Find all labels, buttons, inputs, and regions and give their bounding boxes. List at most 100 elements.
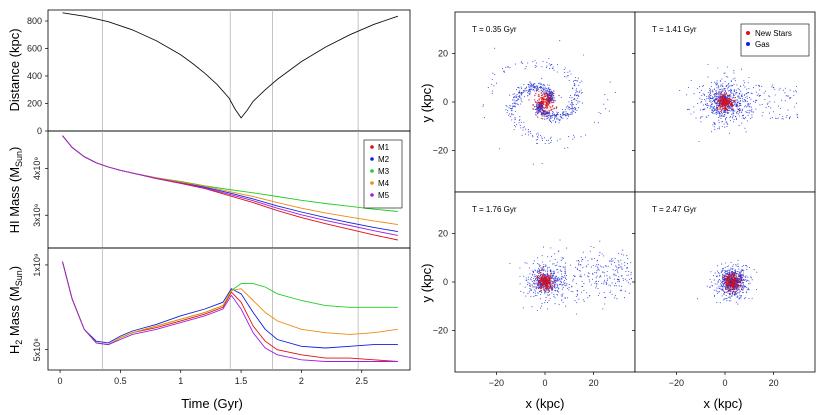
snapshot-x-label-right: x (kpc) bbox=[704, 396, 743, 411]
gas-particle bbox=[720, 112, 723, 114]
gas-particle bbox=[736, 84, 738, 86]
gas-particle bbox=[539, 111, 541, 113]
gas-particle bbox=[572, 278, 574, 280]
gas-particle bbox=[774, 88, 776, 91]
gas-particle bbox=[539, 265, 541, 267]
gas-particle bbox=[565, 285, 567, 287]
gas-particle bbox=[563, 76, 565, 78]
gas-particle bbox=[739, 111, 741, 113]
gas-particle bbox=[726, 269, 728, 271]
gas-particle bbox=[605, 265, 607, 267]
gas-particle bbox=[711, 285, 714, 287]
gas-particle bbox=[542, 84, 544, 86]
gas-particle bbox=[618, 281, 621, 283]
gas-particle bbox=[541, 269, 543, 272]
star-particle bbox=[549, 276, 551, 278]
gas-particle bbox=[553, 69, 555, 71]
gas-particle bbox=[603, 255, 605, 257]
gas-particle bbox=[616, 268, 618, 270]
gas-particle bbox=[515, 95, 517, 97]
gas-particle bbox=[769, 101, 771, 103]
gas-particle bbox=[554, 122, 556, 124]
gas-particle bbox=[598, 280, 600, 282]
star-particle bbox=[733, 275, 735, 277]
gas-particle bbox=[742, 273, 744, 275]
gas-particle bbox=[536, 65, 538, 67]
gas-particle bbox=[624, 262, 626, 264]
gas-particle bbox=[716, 103, 718, 105]
gas-particle bbox=[717, 281, 719, 283]
gas-particle bbox=[537, 263, 539, 265]
star-particle bbox=[548, 278, 550, 280]
gas-particle bbox=[740, 105, 742, 107]
gas-particle bbox=[518, 87, 520, 89]
gas-particle bbox=[605, 108, 607, 110]
gas-particle bbox=[723, 115, 725, 117]
gas-particle bbox=[721, 88, 723, 90]
star-particle bbox=[541, 106, 543, 109]
gas-particle bbox=[745, 100, 747, 102]
gas-particle bbox=[512, 93, 514, 95]
star-particle bbox=[732, 273, 734, 275]
gas-particle bbox=[750, 106, 752, 108]
gas-particle bbox=[575, 77, 577, 79]
gas-particle bbox=[565, 275, 568, 277]
star-particle bbox=[731, 102, 733, 105]
gas-particle bbox=[550, 141, 552, 144]
star-particle bbox=[546, 94, 549, 97]
star-particle bbox=[552, 105, 554, 107]
gas-particle bbox=[541, 136, 543, 138]
gas-particle bbox=[719, 302, 721, 304]
gas-particle bbox=[545, 67, 547, 69]
gas-particle bbox=[605, 297, 607, 299]
gas-particle bbox=[715, 289, 717, 291]
gas-particle bbox=[559, 138, 561, 140]
gas-particle bbox=[533, 85, 535, 87]
gas-particle bbox=[513, 128, 515, 131]
gas-particle bbox=[701, 98, 703, 100]
gas-particle bbox=[626, 268, 628, 270]
gas-particle bbox=[745, 264, 747, 266]
gas-particle bbox=[732, 114, 734, 116]
gas-particle bbox=[720, 91, 722, 94]
gas-particle bbox=[573, 134, 575, 136]
gas-particle bbox=[698, 140, 700, 143]
gas-particle bbox=[569, 70, 571, 72]
gas-particle bbox=[550, 116, 552, 118]
gas-particle bbox=[787, 95, 789, 97]
gas-particle bbox=[788, 117, 791, 119]
gas-particle bbox=[577, 91, 579, 93]
gas-particle bbox=[618, 285, 620, 287]
gas-particle bbox=[702, 104, 704, 106]
gas-particle bbox=[564, 109, 566, 111]
gas-particle bbox=[745, 131, 747, 133]
gas-particle bbox=[706, 285, 708, 287]
gas-particle bbox=[514, 119, 516, 121]
gas-particle bbox=[751, 109, 753, 111]
gas-particle bbox=[536, 142, 538, 144]
gas-particle bbox=[537, 136, 539, 139]
gas-particle bbox=[570, 290, 572, 293]
gas-particle bbox=[723, 280, 725, 282]
gas-particle bbox=[746, 120, 748, 122]
gas-particle bbox=[722, 269, 724, 271]
gas-particle bbox=[568, 101, 570, 103]
gas-particle bbox=[735, 293, 737, 296]
gas-particle bbox=[558, 119, 561, 121]
y-tick-label: 5x10⁸ bbox=[32, 338, 42, 362]
gas-particle bbox=[731, 270, 733, 272]
gas-particle bbox=[708, 94, 710, 96]
gas-particle bbox=[719, 116, 721, 118]
gas-particle bbox=[737, 295, 739, 297]
gas-particle bbox=[737, 95, 739, 97]
gas-particle bbox=[699, 97, 701, 99]
gas-particle bbox=[512, 105, 514, 107]
star-particle bbox=[551, 101, 553, 104]
gas-particle bbox=[533, 260, 535, 262]
star-particle bbox=[731, 108, 734, 111]
y-tick-label: 400 bbox=[27, 71, 42, 81]
gas-particle bbox=[587, 275, 589, 277]
gas-particle bbox=[567, 71, 569, 73]
gas-particle bbox=[515, 100, 517, 102]
